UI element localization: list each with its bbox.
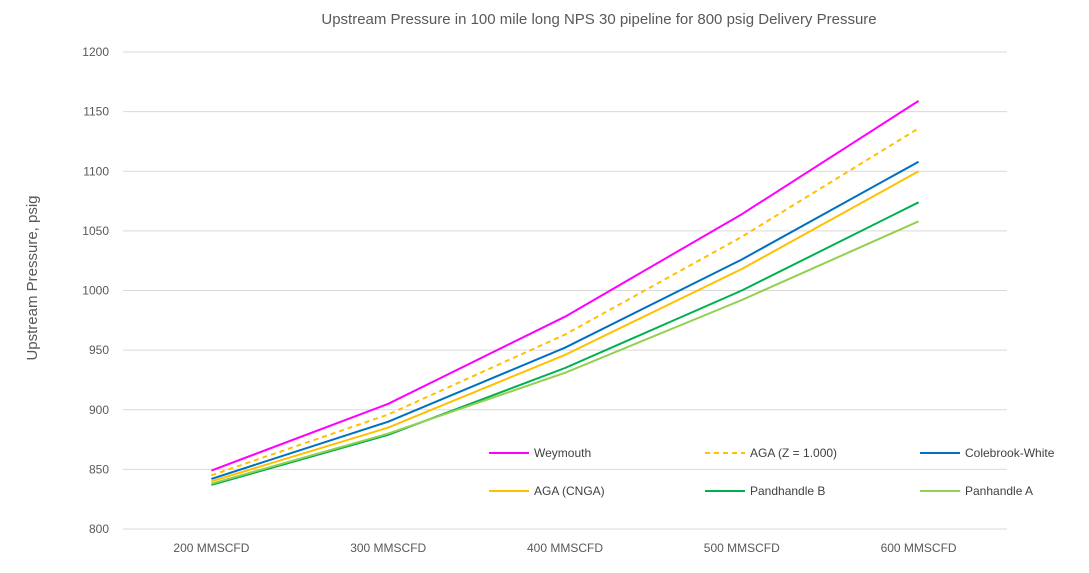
y-tick-label: 800	[89, 522, 109, 536]
series-line-aga-cnga	[211, 170, 920, 483]
series-lines	[211, 100, 920, 486]
series-line-panhandle-a	[211, 220, 920, 485]
x-tick-label: 500 MMSCFD	[704, 541, 780, 555]
y-tick-labels: 800 850 900 950 1000 1050 1100 1150 1200	[82, 45, 109, 536]
y-axis-label: Upstream Pressure, psig	[24, 195, 41, 360]
y-tick-label: 1000	[82, 284, 109, 298]
series-line-pandhandle-b	[211, 201, 920, 486]
chart-title: Upstream Pressure in 100 mile long NPS 3…	[321, 11, 876, 28]
y-tick-label: 1100	[83, 164, 109, 178]
y-tick-label: 900	[89, 403, 109, 417]
y-tick-label: 1150	[83, 105, 109, 119]
series-line-aga-z-1-000	[211, 127, 920, 477]
x-tick-label: 300 MMSCFD	[350, 541, 426, 555]
legend-label-colebrook-white: Colebrook-White	[965, 446, 1055, 460]
series-line-weymouth	[211, 100, 920, 472]
x-tick-label: 200 MMSCFD	[173, 541, 249, 555]
legend-label-weymouth: Weymouth	[534, 446, 591, 460]
x-tick-label: 600 MMSCFD	[881, 541, 957, 555]
legend-label-aga-cnga: AGA (CNGA)	[534, 484, 605, 498]
y-tick-label: 1050	[82, 224, 109, 238]
x-tick-labels: 200 MMSCFD 300 MMSCFD 400 MMSCFD 500 MMSCFD…	[173, 541, 957, 555]
series-line-colebrook-white	[211, 160, 920, 480]
legend-label-panhandle-a: Panhandle A	[965, 484, 1033, 498]
y-tick-label: 950	[89, 343, 109, 357]
legend-label-aga-z-1-000: AGA (Z = 1.000)	[750, 446, 837, 460]
y-tick-label: 850	[89, 462, 109, 476]
y-tick-label: 1200	[82, 45, 109, 59]
legend: Weymouth AGA (Z = 1.000) Colebrook-White AG…	[489, 446, 1055, 498]
x-tick-label: 400 MMSCFD	[527, 541, 603, 555]
legend-label-pandhandle-b: Pandhandle B	[750, 484, 825, 498]
gridlines	[123, 51, 1007, 530]
